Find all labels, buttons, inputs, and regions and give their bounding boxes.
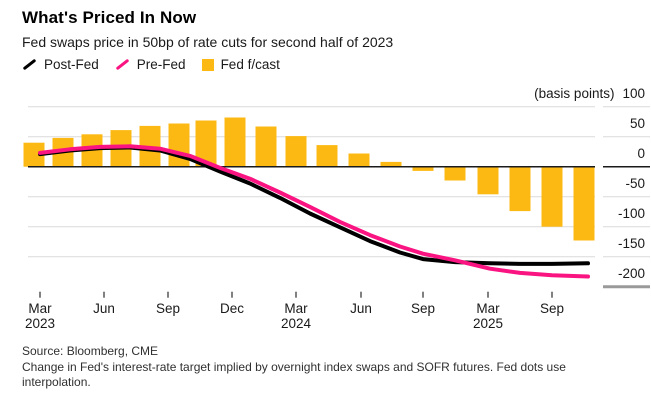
fed-forecast-bar bbox=[224, 117, 246, 167]
series-line-pre-fed bbox=[38, 144, 590, 279]
x-tick-label: Jun bbox=[329, 301, 393, 316]
year-label: 2025 bbox=[472, 316, 504, 331]
fed-forecast-bar bbox=[541, 166, 563, 227]
x-tick-label: Mar 2024 bbox=[264, 301, 328, 331]
legend-item-fed-fcast: Fed f/cast bbox=[201, 57, 280, 72]
month-label: Jun bbox=[93, 301, 115, 316]
legend-label-pre-fed: Pre-Fed bbox=[136, 57, 186, 72]
source-line: Source: Bloomberg, CME bbox=[22, 344, 159, 358]
y-tick-label--50: -50 bbox=[625, 175, 645, 191]
plot-svg bbox=[23, 106, 650, 298]
month-label: Mar bbox=[28, 301, 52, 316]
pre-fed-line-icon bbox=[115, 58, 130, 71]
legend-label-fed-fcast: Fed f/cast bbox=[220, 57, 280, 72]
x-tick-label: Mar 2023 bbox=[8, 301, 72, 331]
fed-forecast-bar bbox=[348, 153, 370, 167]
note-line: Change in Fed's interest-rate target imp… bbox=[22, 359, 566, 390]
fed-forecast-bar bbox=[444, 166, 466, 181]
fed-forecast-bar bbox=[195, 120, 217, 167]
fed-forecast-bar bbox=[316, 145, 338, 167]
month-label: Dec bbox=[219, 301, 244, 316]
fed-forecast-bar bbox=[380, 161, 402, 167]
fed-forecast-bar bbox=[412, 166, 434, 171]
month-label: Sep bbox=[155, 301, 181, 316]
y-tick-label-0: 0 bbox=[637, 145, 645, 161]
legend-label-post-fed: Post-Fed bbox=[44, 57, 99, 72]
post-fed-line-icon bbox=[22, 58, 37, 71]
y-axis-unit-label: (basis points) 100 bbox=[534, 86, 645, 101]
y-tick-label--150: -150 bbox=[617, 235, 645, 251]
fed-forecast-bar bbox=[23, 142, 45, 167]
x-tick-label: Sep bbox=[391, 301, 455, 316]
legend: Post-Fed Pre-Fed Fed f/cast bbox=[22, 57, 280, 72]
fed-forecast-bar bbox=[509, 166, 531, 212]
x-tick-label: Sep bbox=[520, 301, 584, 316]
month-label: Mar bbox=[284, 301, 308, 316]
fed-forecast-bar bbox=[477, 166, 499, 195]
month-label: Sep bbox=[539, 301, 565, 316]
y-tick-label--100: -100 bbox=[617, 205, 645, 221]
month-label: Mar bbox=[476, 301, 500, 316]
fed-forecast-bar bbox=[168, 123, 190, 167]
y-tick-label--200: -200 bbox=[617, 265, 645, 281]
fed-fcast-swatch-icon bbox=[201, 58, 214, 71]
x-tick-label: Dec bbox=[200, 301, 264, 316]
x-tick-label: Mar 2025 bbox=[456, 301, 520, 331]
fed-forecast-bar bbox=[255, 126, 277, 167]
x-tick-label: Jun bbox=[72, 301, 136, 316]
y-tick-label-50: 50 bbox=[629, 115, 645, 131]
footer: Source: Bloomberg, CME Change in Fed's i… bbox=[22, 344, 634, 391]
legend-item-pre-fed: Pre-Fed bbox=[115, 57, 186, 72]
fed-forecast-bar bbox=[285, 136, 307, 167]
fed-forecast-bar bbox=[573, 166, 595, 241]
year-label: 2024 bbox=[280, 316, 312, 331]
chart-subtitle: Fed swaps price in 50bp of rate cuts for… bbox=[22, 34, 394, 50]
month-label: Jun bbox=[350, 301, 372, 316]
basis-points-label: (basis points) bbox=[534, 86, 615, 101]
y-tick-label-100: 100 bbox=[622, 86, 645, 101]
month-label: Sep bbox=[410, 301, 436, 316]
legend-item-post-fed: Post-Fed bbox=[22, 57, 99, 72]
chart-title: What's Priced In Now bbox=[22, 8, 197, 27]
x-tick-label: Sep bbox=[136, 301, 200, 316]
year-label: 2023 bbox=[24, 316, 56, 331]
